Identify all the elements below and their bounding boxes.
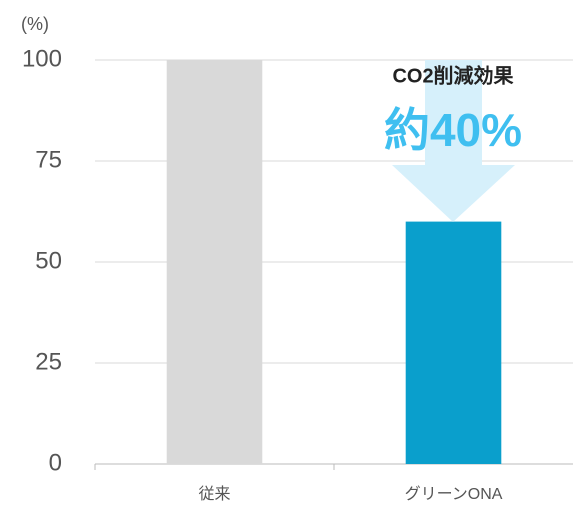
annotation-title: CO2削減効果 xyxy=(392,63,513,87)
y-tick-label: 75 xyxy=(35,146,62,173)
reduction-arrow xyxy=(392,60,515,222)
y-tick-label: 0 xyxy=(49,449,62,476)
annotation: 約40% xyxy=(384,104,522,156)
x-tick-label: グリーンONA xyxy=(405,485,503,503)
y-tick-label: 25 xyxy=(35,348,62,375)
bar xyxy=(166,60,263,464)
plot-area: 0 25 50 75 100 従来 グリーンONA xyxy=(22,45,573,503)
y-axis-label: (%) xyxy=(21,14,49,34)
bar xyxy=(405,221,502,464)
x-tick-label: 従来 xyxy=(198,485,230,503)
y-tick-label: 50 xyxy=(35,247,62,274)
y-tick-label: 100 xyxy=(22,45,62,72)
